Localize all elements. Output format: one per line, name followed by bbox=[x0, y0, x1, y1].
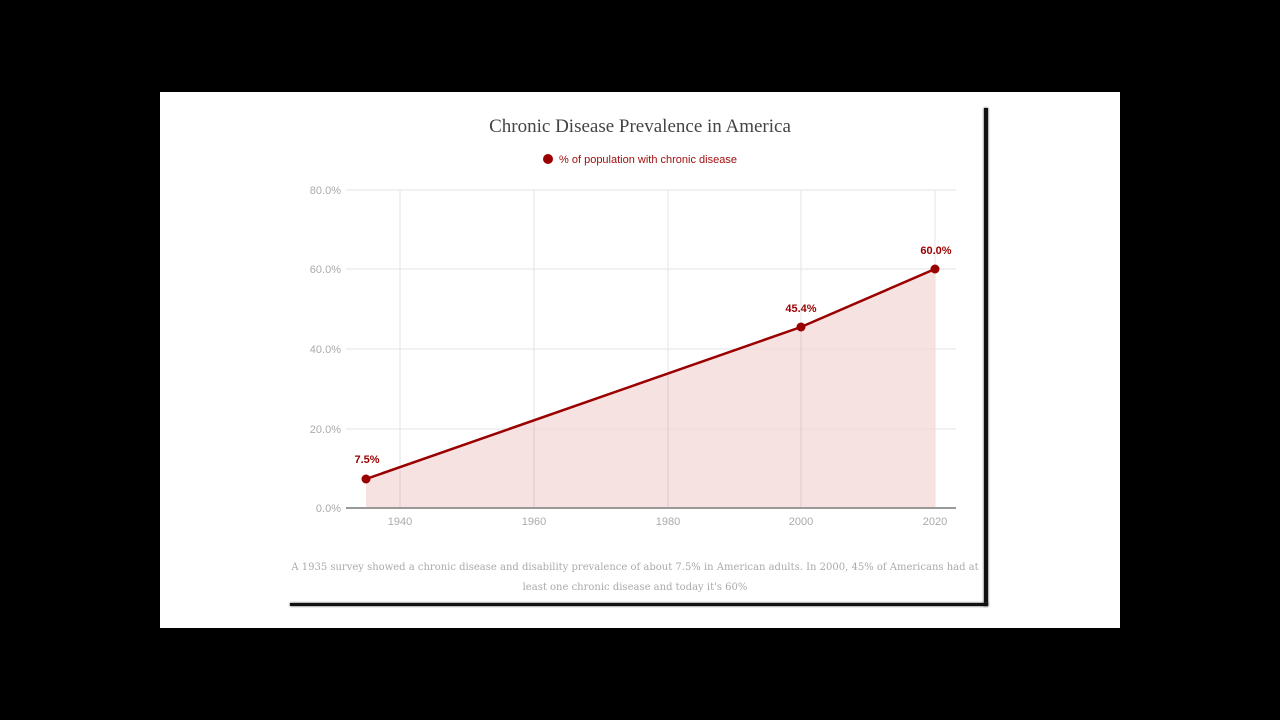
y-tick-label: 60.0% bbox=[310, 264, 341, 276]
y-tick-label: 20.0% bbox=[310, 424, 341, 436]
gridlines-vertical-overlay bbox=[399, 327, 802, 508]
point-label-2020: 60.0% bbox=[920, 245, 951, 257]
page-background bbox=[160, 92, 1120, 628]
data-point-1935 bbox=[361, 474, 371, 484]
y-tick-label: 40.0% bbox=[310, 344, 341, 356]
point-label-1935: 7.5% bbox=[354, 454, 379, 466]
y-tick-label: 0.0% bbox=[316, 503, 341, 515]
x-tick-label: 2000 bbox=[789, 516, 813, 528]
legend-label: % of population with chronic disease bbox=[559, 154, 737, 166]
data-point-2000 bbox=[796, 322, 806, 332]
x-tick-label: 2020 bbox=[923, 516, 947, 528]
x-tick-label: 1980 bbox=[656, 516, 680, 528]
chart-caption: A 1935 survey showed a chronic disease a… bbox=[291, 562, 979, 593]
card-shadow-right bbox=[984, 108, 988, 606]
x-tick-label: 1940 bbox=[388, 516, 412, 528]
card-shadow-bottom bbox=[290, 603, 988, 606]
legend-dot-icon bbox=[543, 154, 554, 164]
area-fill bbox=[366, 269, 935, 508]
y-tick-label: 80.0% bbox=[310, 185, 341, 197]
x-tick-label: 1960 bbox=[522, 516, 546, 528]
point-label-2000: 45.4% bbox=[785, 303, 816, 315]
chart-legend[interactable]: % of population with chronic disease bbox=[0, 154, 1280, 166]
data-point-2020 bbox=[930, 264, 940, 274]
chart-title: Chronic Disease Prevalence in America bbox=[489, 116, 791, 137]
